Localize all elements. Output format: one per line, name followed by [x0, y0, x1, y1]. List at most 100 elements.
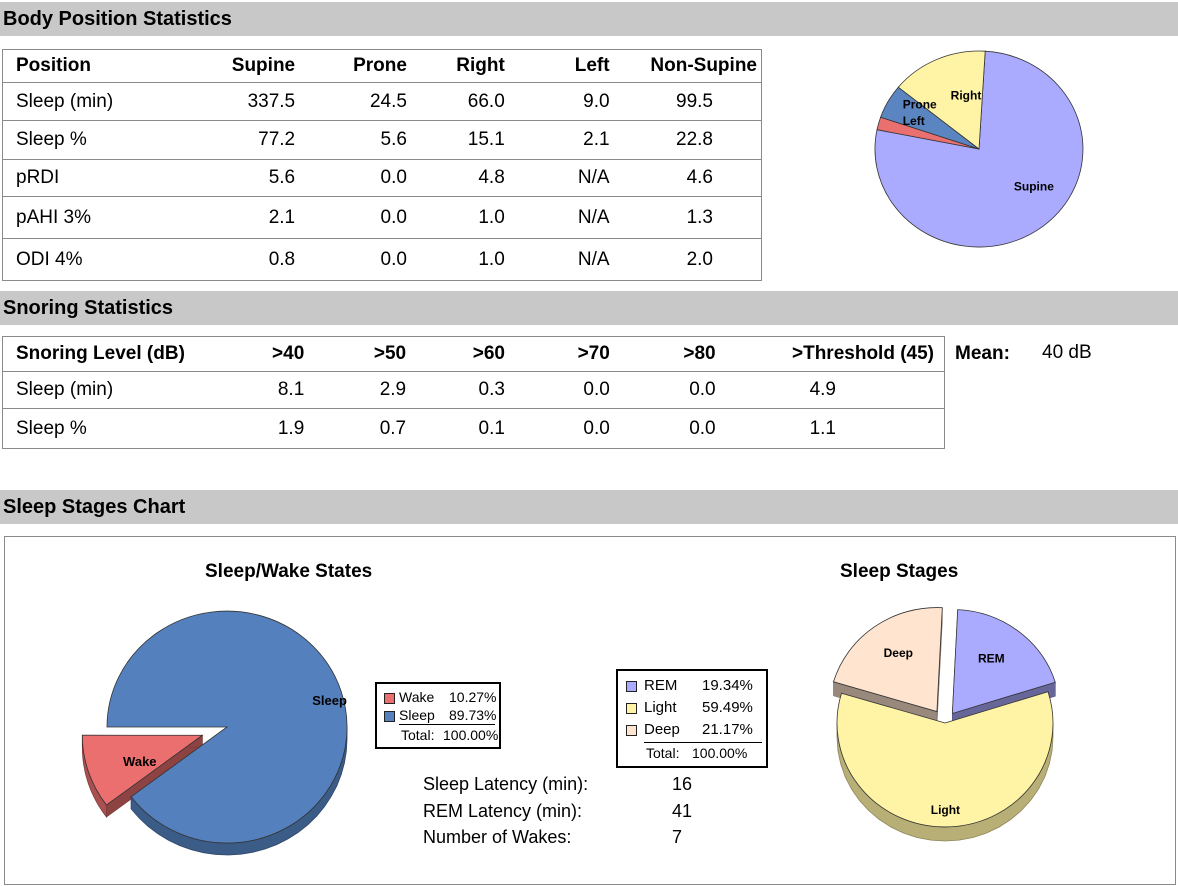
table-cell: 4.6: [609, 159, 762, 197]
table-cell: 1.9: [277, 417, 305, 439]
table-row: Sleep % 1.9 0.7 0.1 0.0 0.0 1.1: [3, 409, 945, 449]
pie-slice-sleep: [106, 610, 348, 844]
table-cell: N/A: [504, 196, 610, 239]
legend-item-sleep: Sleep: [399, 707, 435, 723]
col-header: >Threshold (45): [715, 336, 945, 372]
table-row: pRDI 5.6 0.0 4.8 N/A 4.6: [2, 159, 762, 197]
table-cell: 15.1: [406, 120, 505, 160]
pie-label-rem: REM: [978, 652, 1005, 666]
col-header: Right: [406, 49, 505, 83]
table-header-row: Position Supine Prone Right Left Non-Sup…: [2, 49, 762, 83]
legend-total-value: 100.00%: [443, 727, 499, 743]
snoring-mean-value: 40 dB: [1042, 342, 1092, 363]
sleep-latency-value: 16: [672, 774, 693, 794]
pie-slice-deep: [832, 607, 943, 713]
sleep-stages-chart-panel: Sleep/Wake States Sleep Stages Wake Sleep…: [4, 536, 1176, 885]
col-header: Position: [2, 49, 163, 83]
pie-label-deep: Deep: [884, 646, 913, 660]
sleep-wake-legend: Wake 10.27% Sleep 89.73% Total: 100.00%: [375, 682, 501, 749]
deep-swatch: [626, 725, 637, 736]
table-row: Sleep (min) 8.1 2.9 0.3 0.0 0.0 4.9: [2, 371, 945, 409]
col-header: >70: [504, 336, 610, 372]
sleep-wake-pie-chart: Wake Sleep: [81, 610, 348, 856]
sleep-wake-chart-title: Sleep/Wake States: [205, 561, 373, 582]
pie-slice-light: [836, 691, 1054, 828]
pie-label-right: Right: [951, 89, 982, 103]
col-header: Non-Supine: [609, 49, 762, 83]
table-cell: 0.8: [268, 248, 296, 270]
table-cell: Sleep %: [16, 417, 87, 439]
col-header: Supine: [162, 49, 296, 83]
table-row: pAHI 3% 2.1 0.0 1.0 N/A 1.3: [2, 196, 762, 239]
col-header: >40: [220, 336, 305, 372]
table-cell: 1.0: [478, 248, 505, 270]
table-cell: Sleep (min): [2, 82, 163, 121]
rem-swatch: [626, 681, 637, 692]
table-cell: 0.7: [379, 417, 407, 439]
legend-item-deep: Deep: [644, 721, 680, 738]
legend-pct-rem: 19.34%: [702, 677, 753, 694]
table-cell: N/A: [577, 248, 610, 270]
rem-latency-label: REM Latency (min):: [423, 801, 583, 821]
table-cell: 0.0: [295, 196, 407, 239]
table-header-row: Snoring Level (dB) >40 >50 >60 >70 >80 >…: [2, 336, 945, 372]
pie-label-left: Left: [903, 114, 925, 128]
pie-label-prone: Prone: [903, 98, 937, 112]
legend-item-light: Light: [644, 699, 677, 716]
legend-divider: [399, 724, 495, 725]
legend-total-label: Total:: [401, 727, 435, 743]
table-cell: 99.5: [609, 82, 762, 121]
pie-label-sleep: Sleep: [312, 693, 347, 708]
table-cell: 0.0: [380, 248, 407, 270]
col-header: Prone: [295, 49, 407, 83]
table-cell: 0.1: [478, 417, 505, 439]
table-cell: 5.6: [162, 159, 296, 197]
sleep-stages-chart-title: Sleep Stages: [840, 561, 959, 582]
wakes-value: 7: [672, 827, 683, 847]
legend-total-label: Total:: [646, 745, 680, 761]
table-cell: 1.3: [609, 196, 762, 239]
table-cell: 0.0: [295, 159, 407, 197]
table-cell: 1.1: [809, 417, 836, 439]
col-header: >60: [406, 336, 505, 372]
pie-slice-rem: [951, 609, 1056, 715]
sleep-swatch: [384, 711, 395, 722]
table-cell: 0.0: [504, 371, 610, 409]
table-cell: 77.2: [162, 120, 296, 160]
table-cell: 0.0: [689, 417, 716, 439]
sleep-latency-label: Sleep Latency (min):: [423, 774, 589, 794]
legend-divider: [644, 742, 762, 743]
legend-item-wake: Wake: [399, 689, 435, 705]
table-cell: 0.0: [583, 417, 610, 439]
table-cell: 1.0: [406, 196, 505, 239]
table-cell: 4.8: [406, 159, 505, 197]
wakes-label: Number of Wakes:: [423, 827, 572, 847]
table-row: Sleep (min) 337.5 24.5 66.0 9.0 99.5: [2, 82, 762, 121]
table-cell: 2.0: [686, 248, 713, 270]
table-cell: ODI 4%: [16, 248, 83, 270]
legend-pct-light: 59.49%: [702, 699, 753, 716]
table-cell: pAHI 3%: [2, 196, 163, 239]
wake-swatch: [384, 693, 395, 704]
table-cell: 2.9: [304, 371, 407, 409]
table-cell: 337.5: [162, 82, 296, 121]
body-position-header: Body Position Statistics: [0, 2, 1178, 36]
table-cell: 0.3: [406, 371, 505, 409]
pie-label-supine: Supine: [1014, 180, 1054, 194]
body-position-table: Position Supine Prone Right Left Non-Sup…: [2, 49, 762, 281]
table-cell: N/A: [504, 159, 610, 197]
snoring-header: Snoring Statistics: [0, 291, 1178, 325]
legend-item-rem: REM: [644, 677, 678, 694]
table-cell: 0.0: [609, 371, 716, 409]
snoring-table: Snoring Level (dB) >40 >50 >60 >70 >80 >…: [2, 336, 945, 449]
sleep-stages-legend: REM 19.34% Light 59.49% Deep 21.17% Tota…: [616, 669, 768, 768]
table-cell: pRDI: [2, 159, 163, 197]
table-cell: Sleep (min): [2, 371, 221, 409]
snoring-mean-label: Mean:: [955, 343, 1010, 364]
table-cell: 2.1: [504, 120, 610, 160]
table-cell: 8.1: [220, 371, 305, 409]
table-cell: 9.0: [504, 82, 610, 121]
legend-pct-sleep: 89.73%: [449, 707, 497, 723]
table-cell: 66.0: [406, 82, 505, 121]
col-header: >50: [304, 336, 407, 372]
